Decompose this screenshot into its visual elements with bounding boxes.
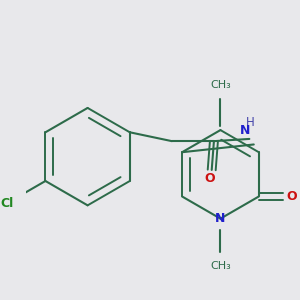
- Text: CH₃: CH₃: [210, 80, 231, 90]
- Text: Cl: Cl: [1, 196, 14, 210]
- Text: N: N: [215, 212, 226, 225]
- Text: CH₃: CH₃: [210, 261, 231, 271]
- Text: O: O: [287, 190, 297, 203]
- Text: N: N: [240, 124, 250, 136]
- Text: O: O: [204, 172, 215, 185]
- Text: H: H: [246, 116, 255, 129]
